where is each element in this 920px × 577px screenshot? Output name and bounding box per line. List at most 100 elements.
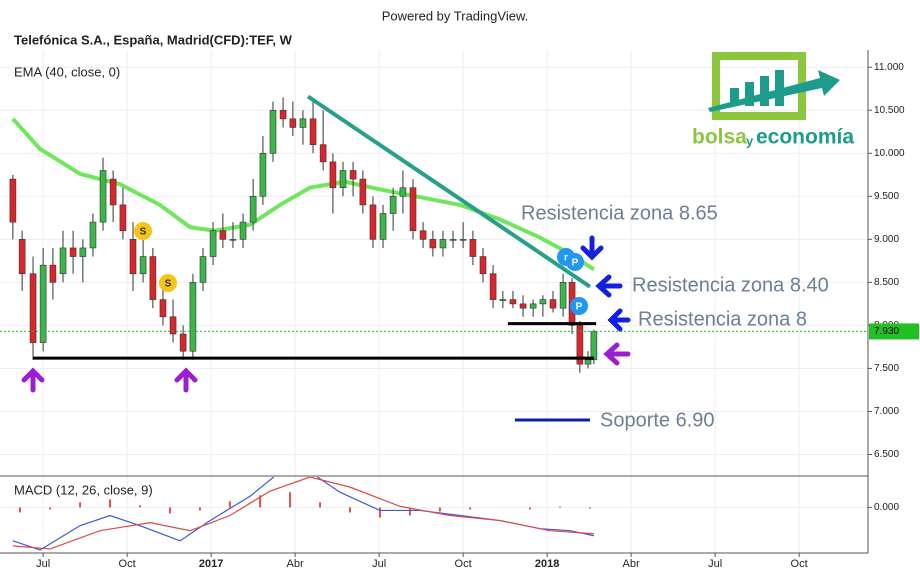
candle-body (489, 273, 497, 300)
candle-body (349, 170, 357, 180)
annotation: Resistencia zona 8 (638, 308, 807, 330)
candle-body (109, 178, 117, 206)
macd-histogram-bar (378, 507, 381, 518)
credit: Powered by TradingView. (382, 8, 528, 23)
annotation: Resistencia zona 8.40 (632, 274, 829, 296)
candle-body (249, 196, 257, 223)
candle-body (584, 359, 592, 365)
candle-body (399, 187, 407, 197)
x-tick-label: 2017 (199, 558, 223, 570)
event-marker-label: S (140, 227, 147, 238)
candle-body (259, 152, 267, 197)
event-marker-label: S (165, 279, 172, 290)
candle-body (229, 239, 237, 241)
candle-body (89, 221, 97, 249)
candle-body (549, 299, 557, 309)
macd-histogram-bar (79, 502, 82, 508)
drawn-line (306, 94, 592, 289)
event-marker (134, 222, 152, 240)
macd-histogram-bar (18, 507, 21, 513)
y-tick-label: 0.000 (874, 502, 899, 513)
macd-line (12, 477, 594, 550)
candle-body (419, 230, 427, 240)
candle-body (18, 239, 26, 275)
candle-body (429, 239, 437, 249)
candle-body (509, 299, 517, 305)
candle-body (449, 239, 457, 241)
x-tick-label: Oct (119, 558, 136, 570)
event-marker (159, 274, 177, 292)
macd-histogram-bar (529, 507, 532, 510)
candle-body (169, 316, 177, 335)
candle-body (379, 213, 387, 240)
logo-text: economía (756, 126, 854, 149)
candle-body (329, 161, 337, 188)
macd-histogram-bar (168, 507, 171, 514)
candle-body (59, 247, 67, 275)
x-tick-label: Jul (36, 558, 50, 570)
macd-histogram-bar (408, 507, 411, 516)
logo-text: bolsa (692, 126, 747, 149)
candle-body (69, 247, 77, 257)
y-tick-label: 9.500 (874, 191, 899, 202)
candle-body (389, 196, 397, 214)
arrows (21, 235, 631, 393)
indicator-label: EMA (40, close, 0) (14, 64, 120, 79)
macd-histogram-bar (228, 501, 231, 508)
candle-body (369, 204, 377, 240)
candle-body (49, 264, 57, 283)
chart-title: Telefónica S.A., España, Madrid(CFD):TEF… (14, 32, 293, 47)
candle-body (279, 109, 287, 120)
candle-body (119, 204, 127, 232)
candle-body (319, 144, 327, 163)
macd-histogram-bar (139, 505, 141, 508)
y-tick-label: 6.500 (874, 449, 899, 460)
candle-body (499, 299, 507, 301)
candle-body (199, 256, 207, 283)
candle-body (9, 178, 17, 223)
macd-histogram-bar (319, 502, 322, 508)
candle-body (519, 303, 527, 309)
x-tick-label: Jul (372, 558, 386, 570)
event-marker (566, 253, 584, 271)
macd-histogram-bar (289, 492, 292, 508)
y-tick-label: 7.500 (874, 363, 899, 374)
macd-histogram-bar (559, 506, 561, 508)
candle-body (129, 239, 137, 275)
event-marker-label: r (564, 253, 568, 264)
candle-body (79, 247, 87, 257)
macd-histogram-bar (588, 507, 591, 509)
candle-body (459, 239, 467, 241)
candle-body (189, 282, 197, 352)
last-price-tag (869, 323, 919, 340)
candle-body (299, 118, 307, 128)
x-tick-label: 2018 (535, 558, 559, 570)
candle-body (590, 331, 598, 361)
y-tick-label: 7.000 (874, 406, 899, 417)
candle-body (469, 239, 477, 257)
candle-body (289, 118, 297, 128)
logo: bolsa y economía (692, 52, 854, 149)
x-tick-label: Abr (287, 558, 304, 570)
y-tick-label: 9.000 (874, 234, 899, 245)
candle-body (339, 170, 347, 188)
y-tick-label: 10.000 (874, 148, 905, 159)
candle-body (309, 118, 317, 145)
y-tick-label: 11.000 (874, 62, 904, 73)
candle-body (139, 256, 147, 275)
event-marker-label: P (572, 258, 579, 269)
candle-body (99, 170, 107, 223)
macd-histogram-bar (469, 507, 472, 510)
event-marker (570, 297, 588, 315)
x-tick-label: Oct (791, 558, 808, 570)
candle-body (559, 282, 567, 309)
x-tick-label: Oct (455, 558, 472, 570)
candle-body (529, 303, 537, 309)
macd-histogram-bar (109, 499, 112, 508)
x-tick-label: Jul (708, 558, 722, 570)
candle-body (479, 256, 487, 275)
y-tick-label: 10.500 (874, 105, 905, 116)
candle-body (359, 178, 367, 206)
candle-body (39, 264, 47, 343)
